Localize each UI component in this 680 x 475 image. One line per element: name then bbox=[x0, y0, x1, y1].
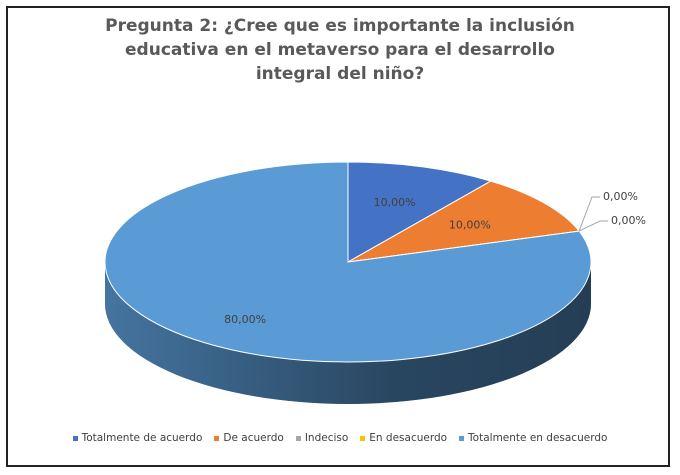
legend-item: Totalmente de acuerdo bbox=[72, 432, 203, 444]
chart-title: Pregunta 2: ¿Cree que es importante la i… bbox=[105, 16, 575, 84]
pie-slice bbox=[347, 161, 493, 263]
legend-item: En desacuerdo bbox=[360, 432, 447, 444]
legend-item: Totalmente en desacuerdo bbox=[459, 432, 607, 444]
leader-line bbox=[578, 196, 600, 232]
leader-line bbox=[578, 220, 608, 232]
data-label: 80,00% bbox=[224, 313, 266, 326]
legend-label: Indeciso bbox=[304, 432, 349, 444]
pie-side-shade bbox=[105, 262, 591, 404]
pie-slice bbox=[104, 161, 592, 363]
legend-swatch bbox=[295, 435, 301, 441]
legend-label: De acuerdo bbox=[223, 432, 284, 444]
legend: Totalmente de acuerdo De acuerdo Indeciso E… bbox=[0, 432, 680, 444]
data-label: 0,00% bbox=[603, 190, 638, 203]
legend-label: En desacuerdo bbox=[369, 432, 448, 444]
legend-swatch bbox=[214, 435, 220, 441]
data-label: 0,00% bbox=[611, 214, 646, 227]
legend-swatch bbox=[360, 435, 366, 441]
legend-swatch bbox=[72, 435, 78, 441]
legend-label: Totalmente de acuerdo bbox=[81, 432, 203, 444]
pie-slice bbox=[347, 180, 581, 263]
legend-item: Indeciso bbox=[295, 432, 349, 444]
legend-label: Totalmente en desacuerdo bbox=[468, 432, 608, 444]
data-label: 10,00% bbox=[449, 219, 491, 232]
legend-item: De acuerdo bbox=[214, 432, 284, 444]
data-label: 10,00% bbox=[374, 196, 416, 209]
legend-swatch bbox=[459, 435, 465, 441]
